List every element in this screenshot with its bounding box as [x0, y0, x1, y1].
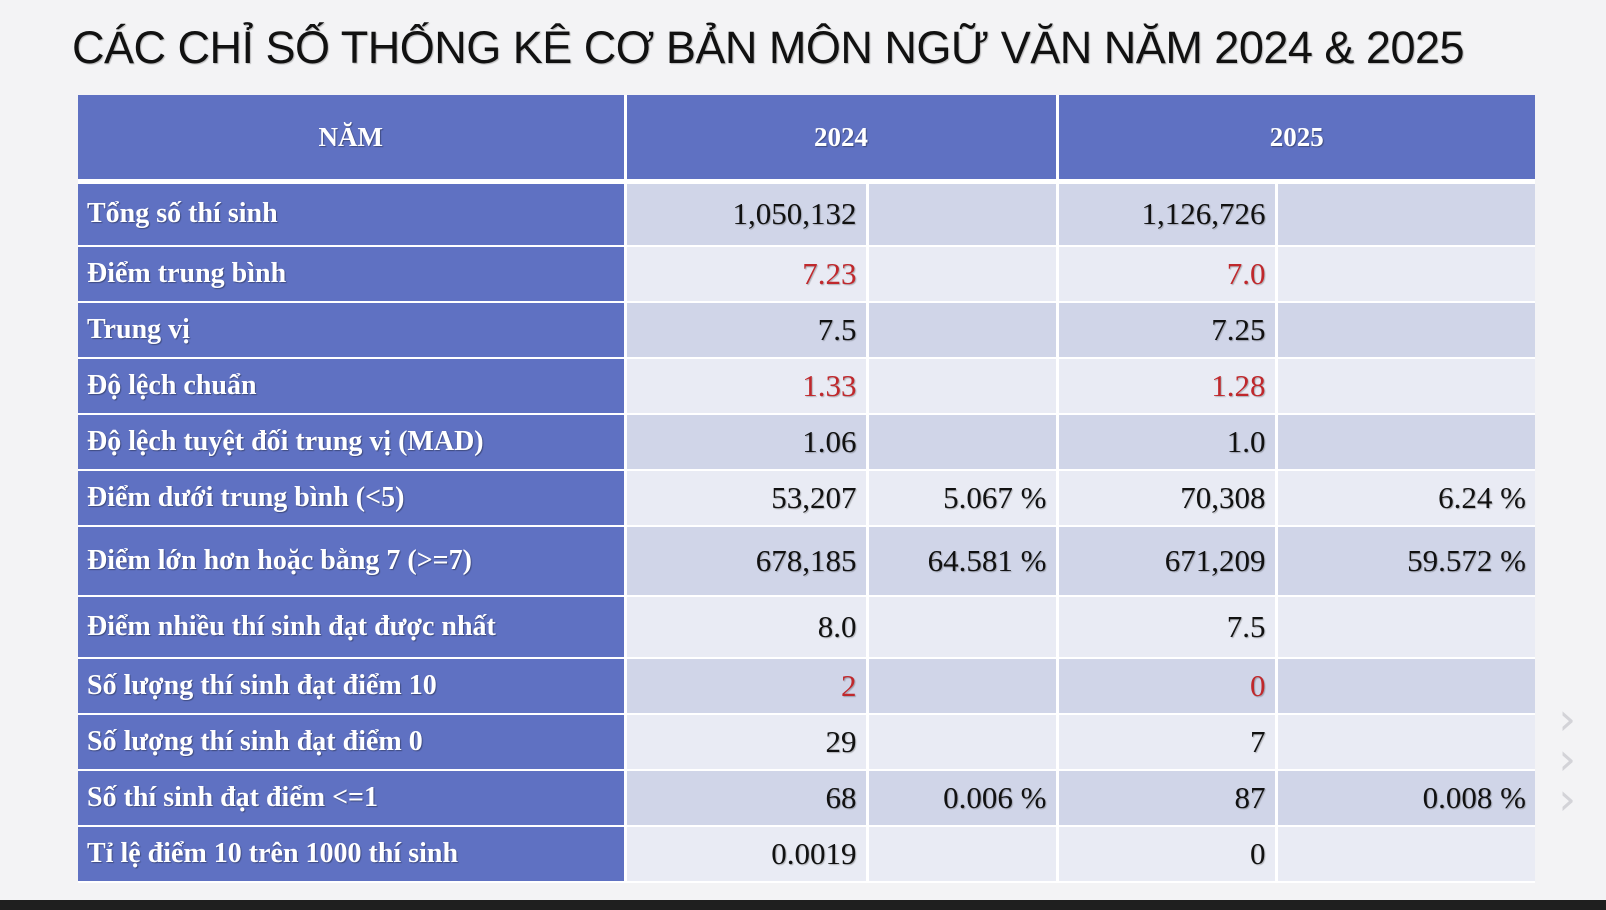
- percent-2024: [867, 657, 1059, 715]
- value-2024: 1.33: [625, 357, 869, 415]
- percent-2025: [1276, 595, 1535, 659]
- percent-2024: [867, 713, 1059, 771]
- statistics-table: NĂM 2024 2025 Tổng số thí sinh 1,050,132…: [78, 95, 1535, 883]
- row-label: Điểm dưới trung bình (<5): [78, 469, 627, 527]
- value-2025: 87: [1057, 769, 1278, 827]
- row-label: Trung vị: [78, 301, 627, 359]
- value-2025: 70,308: [1057, 469, 1278, 527]
- percent-2025: 59.572 %: [1276, 525, 1535, 597]
- value-2024: 53,207: [625, 469, 869, 527]
- percent-2025: [1276, 181, 1535, 247]
- percent-2025: 6.24 %: [1276, 469, 1535, 527]
- percent-2025: [1276, 657, 1535, 715]
- value-2024: 2: [625, 657, 869, 715]
- percent-2025: [1276, 245, 1535, 303]
- table-row: Trung vị 7.5 7.25: [78, 301, 1535, 359]
- page-title: CÁC CHỈ SỐ THỐNG KÊ CƠ BẢN MÔN NGỮ VĂN N…: [72, 22, 1465, 73]
- value-2024: 678,185: [625, 525, 869, 597]
- value-2025: 7.0: [1057, 245, 1278, 303]
- table-row: Điểm nhiều thí sinh đạt được nhất 8.0 7.…: [78, 595, 1535, 659]
- value-2024: 29: [625, 713, 869, 771]
- value-2024: 7.5: [625, 301, 869, 359]
- table-row: Số lượng thí sinh đạt điểm 10 2 0: [78, 657, 1535, 715]
- row-label: Điểm lớn hơn hoặc bằng 7 (>=7): [78, 525, 627, 597]
- value-2024: 8.0: [625, 595, 869, 659]
- value-2024: 68: [625, 769, 869, 827]
- percent-2025: [1276, 713, 1535, 771]
- value-2025: 0: [1057, 825, 1278, 883]
- row-label: Độ lệch tuyệt đối trung vị (MAD): [78, 413, 627, 471]
- table-row: Điểm dưới trung bình (<5) 53,207 5.067 %…: [78, 469, 1535, 527]
- value-2025: 671,209: [1057, 525, 1278, 597]
- table-row: Điểm lớn hơn hoặc bằng 7 (>=7) 678,185 6…: [78, 525, 1535, 597]
- value-2024: 7.23: [625, 245, 869, 303]
- percent-2024: [867, 357, 1059, 415]
- table-row: Độ lệch tuyệt đối trung vị (MAD) 1.06 1.…: [78, 413, 1535, 471]
- percent-2025: [1276, 357, 1535, 415]
- percent-2024: [867, 825, 1059, 883]
- row-label: Số lượng thí sinh đạt điểm 0: [78, 713, 627, 771]
- row-label: Điểm trung bình: [78, 245, 627, 303]
- value-2025: 7.5: [1057, 595, 1278, 659]
- percent-2024: [867, 413, 1059, 471]
- table-row: Tổng số thí sinh 1,050,132 1,126,726: [78, 181, 1535, 247]
- percent-2024: [867, 181, 1059, 247]
- table-row: Điểm trung bình 7.23 7.0: [78, 245, 1535, 303]
- percent-2025: [1276, 825, 1535, 883]
- value-2024: 1.06: [625, 413, 869, 471]
- header-year-2024: 2024: [625, 95, 1059, 184]
- percent-2025: 0.008 %: [1276, 769, 1535, 827]
- percent-2024: 5.067 %: [867, 469, 1059, 527]
- chevron-decoration-icon: › › ›: [1558, 694, 1576, 825]
- percent-2024: 0.006 %: [867, 769, 1059, 827]
- value-2025: 1,126,726: [1057, 181, 1278, 247]
- value-2025: 7.25: [1057, 301, 1278, 359]
- row-label: Điểm nhiều thí sinh đạt được nhất: [78, 595, 627, 659]
- value-2025: 1.28: [1057, 357, 1278, 415]
- percent-2025: [1276, 301, 1535, 359]
- table-row: Số thí sinh đạt điểm <=1 68 0.006 % 87 0…: [78, 769, 1535, 827]
- percent-2025: [1276, 413, 1535, 471]
- value-2024: 1,050,132: [625, 181, 869, 247]
- table-row: Số lượng thí sinh đạt điểm 0 29 7: [78, 713, 1535, 771]
- row-label: Số lượng thí sinh đạt điểm 10: [78, 657, 627, 715]
- value-2024: 0.0019: [625, 825, 869, 883]
- row-label: Tỉ lệ điểm 10 trên 1000 thí sinh: [78, 825, 627, 883]
- value-2025: 7: [1057, 713, 1278, 771]
- row-label: Số thí sinh đạt điểm <=1: [78, 769, 627, 827]
- header-year-label: NĂM: [78, 95, 627, 184]
- header-row: NĂM 2024 2025: [78, 95, 1535, 184]
- value-2025: 0: [1057, 657, 1278, 715]
- table-row: Tỉ lệ điểm 10 trên 1000 thí sinh 0.0019 …: [78, 825, 1535, 883]
- value-2025: 1.0: [1057, 413, 1278, 471]
- percent-2024: [867, 301, 1059, 359]
- row-label: Tổng số thí sinh: [78, 181, 627, 247]
- header-year-2025: 2025: [1057, 95, 1535, 184]
- row-label: Độ lệch chuẩn: [78, 357, 627, 415]
- percent-2024: 64.581 %: [867, 525, 1059, 597]
- table-row: Độ lệch chuẩn 1.33 1.28: [78, 357, 1535, 415]
- percent-2024: [867, 595, 1059, 659]
- percent-2024: [867, 245, 1059, 303]
